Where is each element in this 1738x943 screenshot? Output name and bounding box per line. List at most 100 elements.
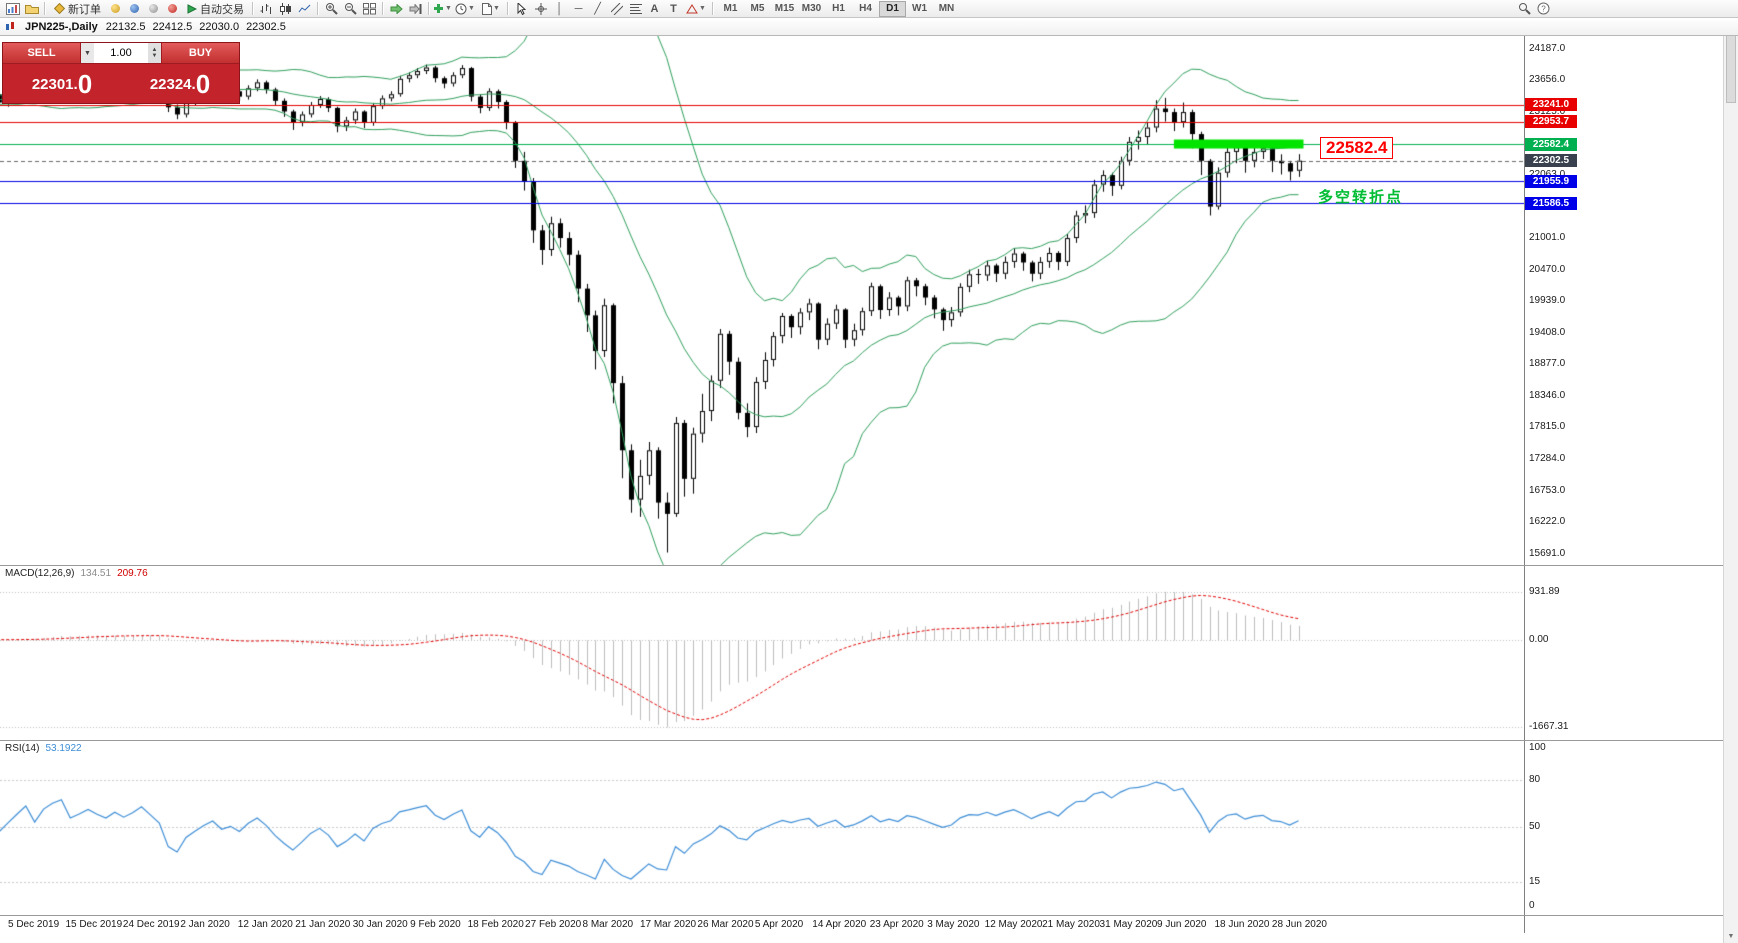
rsi-axis-label: 50 bbox=[1529, 821, 1541, 832]
chart-title-bar: JPN225-,Daily 22132.5 22412.5 22030.0 22… bbox=[0, 18, 1738, 36]
price-tag[interactable]: 23241.0 bbox=[1525, 98, 1577, 112]
new-order-label: 新订单 bbox=[68, 3, 101, 16]
toolbar-separator bbox=[44, 2, 46, 15]
trendline-icon[interactable]: ╱ bbox=[594, 3, 601, 15]
date-label: 3 May 2020 bbox=[927, 919, 980, 930]
crosshair-icon[interactable] bbox=[531, 1, 550, 17]
timeframe-mn[interactable]: MN bbox=[938, 3, 955, 14]
periods-icon[interactable]: ▼ bbox=[452, 1, 478, 17]
rsi-panel-splitter[interactable] bbox=[0, 740, 1738, 741]
date-label: 24 Dec 2019 bbox=[122, 919, 180, 930]
horizontal-line-icon[interactable]: ─ bbox=[574, 2, 583, 15]
toolbar-separator bbox=[428, 2, 430, 15]
buy-price[interactable]: 22324. 0 bbox=[121, 64, 239, 104]
shapes-icon[interactable]: ▼ bbox=[683, 1, 709, 17]
timeframe-h4[interactable]: H4 bbox=[859, 3, 872, 14]
timeframe-d1[interactable]: D1 bbox=[879, 0, 906, 17]
price-tag[interactable]: 22582.4 bbox=[1525, 137, 1577, 151]
price-axis-label: 24187.0 bbox=[1529, 42, 1566, 54]
buy-button[interactable]: BUY bbox=[161, 43, 239, 63]
new-order-button[interactable]: 新订单 bbox=[49, 1, 106, 17]
volume-down-icon[interactable]: ▼ bbox=[151, 53, 158, 59]
autotrading-button[interactable]: 自动交易 bbox=[182, 1, 249, 17]
price-callout-label[interactable]: 22582.4 bbox=[1320, 137, 1394, 159]
zoom-out-icon[interactable] bbox=[341, 1, 360, 17]
chart-canvas[interactable] bbox=[0, 36, 1524, 915]
templates-icon[interactable]: ▼ bbox=[478, 1, 504, 17]
macd-panel-splitter[interactable] bbox=[0, 565, 1738, 566]
strategy-tester-icon[interactable] bbox=[144, 1, 163, 17]
fibonacci-icon[interactable] bbox=[626, 1, 645, 17]
zoom-in-icon[interactable] bbox=[322, 1, 341, 17]
macd-label-row: MACD(12,26,9) 134.51 209.76 bbox=[5, 568, 148, 579]
main-toolbar: 新订单 自动交易 ▼ ▼ ▼ │ ─ ╱ A T ▼ M1 M5 M15 M30… bbox=[0, 0, 1738, 18]
toolbar-separator bbox=[382, 2, 384, 15]
chart-symbol-title: JPN225-,Daily bbox=[25, 20, 98, 33]
price-axis-label: 17284.0 bbox=[1529, 452, 1566, 464]
volume-up-icon[interactable]: ▲ bbox=[151, 47, 158, 53]
text-icon[interactable]: A bbox=[650, 2, 659, 15]
timeframe-m15[interactable]: M15 bbox=[774, 3, 795, 14]
svg-text:?: ? bbox=[1541, 5, 1546, 14]
label-icon[interactable]: T bbox=[670, 2, 677, 15]
date-label: 27 Feb 2020 bbox=[525, 919, 582, 930]
help-icon[interactable]: ? bbox=[1534, 1, 1553, 17]
date-label: 18 Feb 2020 bbox=[467, 919, 524, 930]
ohlc-low: 22030.0 bbox=[199, 20, 240, 33]
channel-icon[interactable] bbox=[607, 1, 626, 17]
timeframe-w1[interactable]: W1 bbox=[912, 3, 927, 14]
scrollbar-thumb[interactable] bbox=[1726, 33, 1736, 103]
date-label: 2 Jan 2020 bbox=[180, 919, 230, 930]
volume-input[interactable] bbox=[94, 43, 148, 63]
date-label: 23 Apr 2020 bbox=[869, 919, 924, 930]
ohlc-high: 22412.5 bbox=[152, 20, 193, 33]
sell-button[interactable]: SELL bbox=[3, 43, 81, 63]
profiles-icon[interactable] bbox=[22, 1, 41, 17]
price-tag[interactable]: 21586.5 bbox=[1525, 196, 1577, 210]
sell-price-main: 22301. bbox=[31, 75, 78, 93]
vertical-line-icon[interactable]: │ bbox=[556, 2, 563, 15]
timeframe-m1[interactable]: M1 bbox=[723, 3, 738, 14]
candlestick-chart-icon[interactable] bbox=[276, 1, 295, 17]
date-label: 21 Jan 2020 bbox=[295, 919, 351, 930]
chart-shift-icon[interactable] bbox=[406, 1, 425, 17]
metaeditor-icon[interactable] bbox=[106, 1, 125, 17]
cursor-icon[interactable] bbox=[512, 1, 531, 17]
date-label: 5 Apr 2020 bbox=[754, 919, 804, 930]
volume-stepper[interactable]: ▲ ▼ bbox=[148, 43, 161, 63]
bar-chart-icon[interactable] bbox=[257, 1, 276, 17]
macd-label: MACD(12,26,9) bbox=[5, 568, 75, 579]
timeframe-m30[interactable]: M30 bbox=[801, 3, 822, 14]
toolbar-separator bbox=[252, 2, 254, 15]
price-axis-label: 18346.0 bbox=[1529, 389, 1566, 401]
vertical-scrollbar[interactable]: ▲ ▼ bbox=[1723, 18, 1738, 943]
indicators-add-icon[interactable]: ▼ bbox=[434, 4, 452, 13]
rsi-axis-label: 0 bbox=[1529, 900, 1535, 911]
sell-price[interactable]: 22301. 0 bbox=[3, 64, 121, 104]
macd-axis-label: 931.89 bbox=[1529, 585, 1560, 597]
autoscroll-icon[interactable] bbox=[387, 1, 406, 17]
line-chart-icon[interactable] bbox=[295, 1, 314, 17]
date-label: 18 Jun 2020 bbox=[1214, 919, 1270, 930]
turning-point-label[interactable]: 多空转折点 bbox=[1318, 189, 1404, 206]
date-label: 12 Jan 2020 bbox=[237, 919, 293, 930]
volume-dropdown-icon[interactable]: ▼ bbox=[81, 43, 94, 63]
tile-windows-icon[interactable] bbox=[360, 1, 379, 17]
timeframe-h1[interactable]: H1 bbox=[832, 3, 845, 14]
timeframe-m5[interactable]: M5 bbox=[750, 3, 765, 14]
new-chart-icon[interactable] bbox=[3, 1, 22, 17]
market-icon[interactable] bbox=[163, 1, 182, 17]
date-label: 14 Apr 2020 bbox=[812, 919, 867, 930]
price-tag[interactable]: 21955.9 bbox=[1525, 174, 1577, 188]
one-click-trading-panel: SELL ▼ ▲▼ BUY 22301. 0 22324. 0 bbox=[2, 42, 240, 104]
price-axis-label: 20470.0 bbox=[1529, 263, 1566, 275]
sell-price-big-digit: 0 bbox=[77, 69, 93, 99]
search-icon[interactable] bbox=[1515, 1, 1534, 17]
price-tag[interactable]: 22953.7 bbox=[1525, 115, 1577, 129]
autotrading-label: 自动交易 bbox=[200, 3, 244, 16]
date-label: 15 Dec 2019 bbox=[65, 919, 123, 930]
scroll-down-icon[interactable]: ▼ bbox=[1727, 933, 1735, 940]
data-window-icon[interactable] bbox=[125, 1, 144, 17]
date-label: 5 Dec 2019 bbox=[8, 919, 60, 930]
